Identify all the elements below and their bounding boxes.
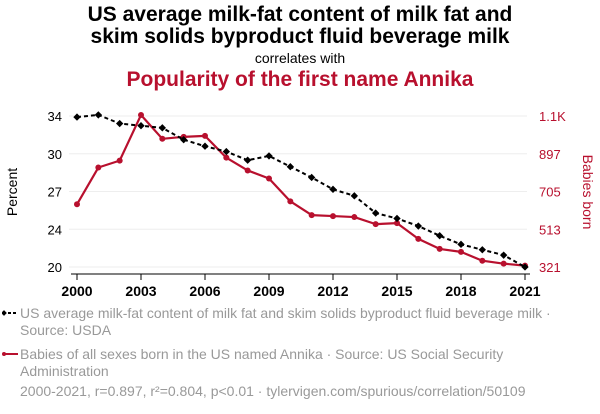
data-point-annika xyxy=(372,221,379,228)
data-point-milk-fat xyxy=(137,122,145,130)
chart-title-secondary: Popularity of the first name Annika xyxy=(126,68,474,91)
data-point-annika xyxy=(351,214,358,221)
data-point-milk-fat xyxy=(201,142,209,150)
data-point-milk-fat xyxy=(222,147,231,156)
data-point-milk-fat xyxy=(115,119,124,128)
data-point-annika xyxy=(244,167,251,174)
x-tick-label: 2003 xyxy=(125,283,156,299)
data-point-milk-fat xyxy=(435,232,444,240)
y-axis-label-right: Babies born xyxy=(580,155,596,230)
data-point-annika xyxy=(415,235,422,242)
y-tick-label-left: 34 xyxy=(48,109,62,124)
y-tick-label-right: 1.1K xyxy=(539,109,566,124)
data-point-annika xyxy=(266,175,272,182)
legend-item-series1: US average milk-fat content of milk fat … xyxy=(2,305,580,339)
y-tick-label-right: 897 xyxy=(539,147,561,162)
chart-title: US average milk-fat content of milk fat … xyxy=(0,4,600,48)
x-tick-label: 2018 xyxy=(445,283,476,299)
x-tick-label: 2021 xyxy=(509,283,540,299)
data-point-annika xyxy=(95,164,102,171)
dotted-line-diamond-icon xyxy=(2,310,18,316)
data-point-milk-fat xyxy=(158,124,167,132)
data-point-annika xyxy=(479,257,486,264)
x-tick-label: 2009 xyxy=(253,283,284,299)
y-tick-label-left: 27 xyxy=(48,185,62,200)
x-tick-label: 2000 xyxy=(61,283,92,299)
x-tick-label: 2015 xyxy=(381,283,412,299)
data-point-annika xyxy=(500,260,507,267)
data-point-milk-fat xyxy=(94,111,103,119)
solid-line-dot-icon xyxy=(2,352,18,356)
series-line-milk-fat xyxy=(76,113,526,268)
data-point-milk-fat xyxy=(478,246,487,254)
data-point-milk-fat xyxy=(414,222,423,230)
chart-title-line1: US average milk-fat content of milk fat … xyxy=(87,3,513,26)
legend-item-series2: Babies of all sexes born in the US named… xyxy=(2,346,580,380)
data-point-milk-fat xyxy=(243,156,252,164)
data-point-annika xyxy=(436,245,443,252)
chart-title-line2: skim solids byproduct fluid beverage mil… xyxy=(90,25,510,48)
data-point-annika xyxy=(308,212,315,219)
data-point-annika xyxy=(74,201,80,208)
data-point-annika xyxy=(138,112,144,119)
data-point-annika xyxy=(458,248,464,255)
y-tick-label-right: 705 xyxy=(539,185,561,200)
series-line-annika xyxy=(76,113,526,267)
data-point-annika xyxy=(394,220,400,227)
data-point-milk-fat xyxy=(371,209,380,217)
data-point-milk-fat xyxy=(521,263,529,271)
data-point-annika xyxy=(116,157,123,164)
x-tick-label: 2012 xyxy=(317,283,348,299)
data-point-annika xyxy=(330,213,336,220)
data-point-milk-fat xyxy=(73,113,81,121)
data-point-milk-fat xyxy=(350,192,359,200)
data-point-milk-fat xyxy=(393,214,401,223)
data-point-annika xyxy=(287,198,294,205)
legend-label-series2: Babies of all sexes born in the US named… xyxy=(20,346,504,379)
legend-label-series1: US average milk-fat content of milk fat … xyxy=(20,305,551,338)
data-point-annika xyxy=(159,135,166,142)
data-point-milk-fat xyxy=(457,240,465,249)
footer-stats: 2000-2021, r=0.897, r²=0.804, p<0.01 · t… xyxy=(20,383,526,399)
y-tick-label-left: 24 xyxy=(48,222,62,237)
y-tick-label-right: 513 xyxy=(539,222,561,237)
data-point-milk-fat xyxy=(265,152,273,160)
y-tick-label-left: 30 xyxy=(48,147,62,162)
data-point-milk-fat xyxy=(179,136,188,144)
y-tick-label-left: 20 xyxy=(48,260,62,275)
y-axis-label-left: Percent xyxy=(4,168,20,216)
data-point-milk-fat xyxy=(286,163,295,171)
chart-subtitle: correlates with xyxy=(254,50,346,66)
data-point-annika xyxy=(202,132,208,139)
x-tick-label: 2006 xyxy=(189,283,220,299)
data-point-annika xyxy=(223,154,230,161)
y-tick-label-right: 321 xyxy=(539,260,561,275)
data-point-milk-fat xyxy=(499,251,508,259)
